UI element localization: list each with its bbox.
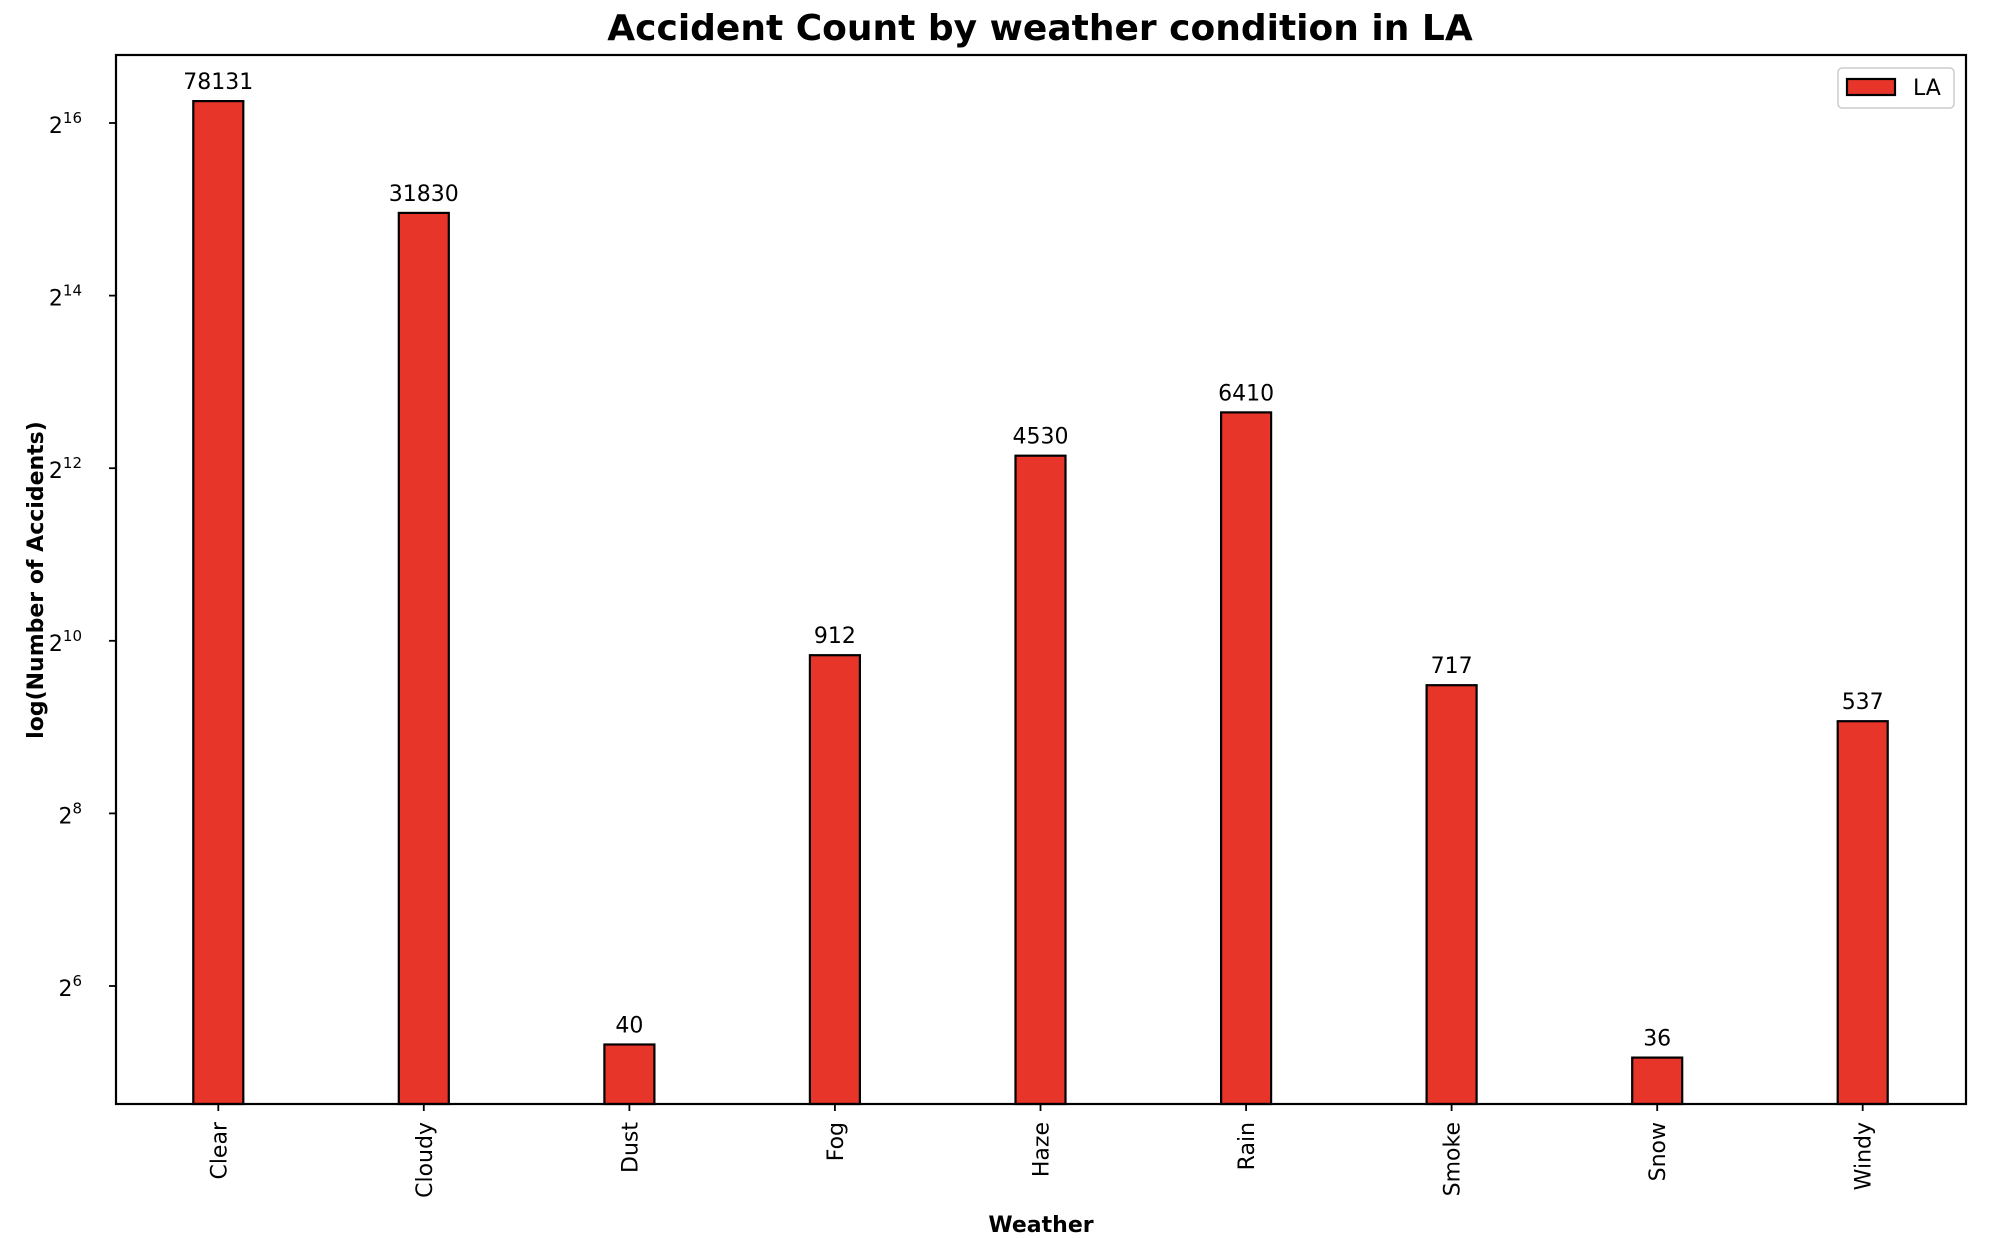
data-label-rain: 6410 bbox=[1218, 381, 1274, 406]
y-tick-label-16: 216 bbox=[49, 109, 82, 139]
data-label-windy: 537 bbox=[1842, 690, 1884, 715]
y-tick-label-6: 26 bbox=[58, 972, 82, 1002]
y-axis-title: log(Number of Accidents) bbox=[24, 421, 49, 739]
bar-fog bbox=[808, 654, 862, 1106]
bar-windy bbox=[1836, 720, 1889, 1106]
data-label-dust: 40 bbox=[615, 1014, 643, 1039]
bar-clear bbox=[192, 99, 245, 1106]
data-label-cloudy: 31830 bbox=[389, 182, 459, 207]
x-tick-label-rain: Rain bbox=[1235, 1122, 1260, 1170]
legend-swatch bbox=[1845, 77, 1897, 97]
bar-haze bbox=[1014, 454, 1067, 1106]
y-tick-label-10: 210 bbox=[49, 627, 82, 657]
data-label-smoke: 717 bbox=[1431, 654, 1473, 679]
legend: LA bbox=[1837, 67, 1955, 109]
data-label-fog: 912 bbox=[814, 624, 856, 649]
legend-label: LA bbox=[1913, 76, 1941, 101]
plot-area-frame bbox=[114, 53, 1968, 1106]
x-tick-label-fog: Fog bbox=[824, 1122, 849, 1161]
bar-snow bbox=[1631, 1056, 1684, 1106]
x-tick-label-windy: Windy bbox=[1852, 1122, 1877, 1190]
y-tick-label-14: 214 bbox=[49, 282, 82, 312]
data-label-snow: 36 bbox=[1643, 1027, 1671, 1052]
bar-dust bbox=[603, 1043, 656, 1106]
x-tick-label-smoke: Smoke bbox=[1441, 1122, 1466, 1196]
x-tick-label-haze: Haze bbox=[1030, 1122, 1055, 1177]
y-tick-label-12: 212 bbox=[49, 454, 82, 484]
x-tick-label-dust: Dust bbox=[618, 1122, 643, 1173]
y-axis-ticks: 26 28 210 212 214 216 bbox=[49, 109, 116, 1002]
x-axis-ticks: Clear Cloudy Dust Fog Haze Rain Smoke Snow Windy bbox=[207, 1104, 1877, 1198]
chart-title: Accident Count by weather condition in L… bbox=[607, 8, 1473, 49]
bar-cloudy bbox=[397, 211, 450, 1106]
y-tick-label-8: 28 bbox=[58, 799, 82, 829]
bar-rain bbox=[1219, 411, 1273, 1106]
x-axis-title: Weather bbox=[988, 1213, 1093, 1238]
bars-layer: 78131 31830 40 912 4530 6410 717 36 537 bbox=[183, 70, 1889, 1106]
bar-smoke bbox=[1425, 684, 1478, 1106]
x-tick-label-snow: Snow bbox=[1646, 1122, 1671, 1181]
data-label-haze: 4530 bbox=[1013, 425, 1069, 450]
x-tick-label-clear: Clear bbox=[207, 1121, 232, 1179]
data-label-clear: 78131 bbox=[183, 70, 253, 95]
x-tick-label-cloudy: Cloudy bbox=[413, 1122, 438, 1198]
